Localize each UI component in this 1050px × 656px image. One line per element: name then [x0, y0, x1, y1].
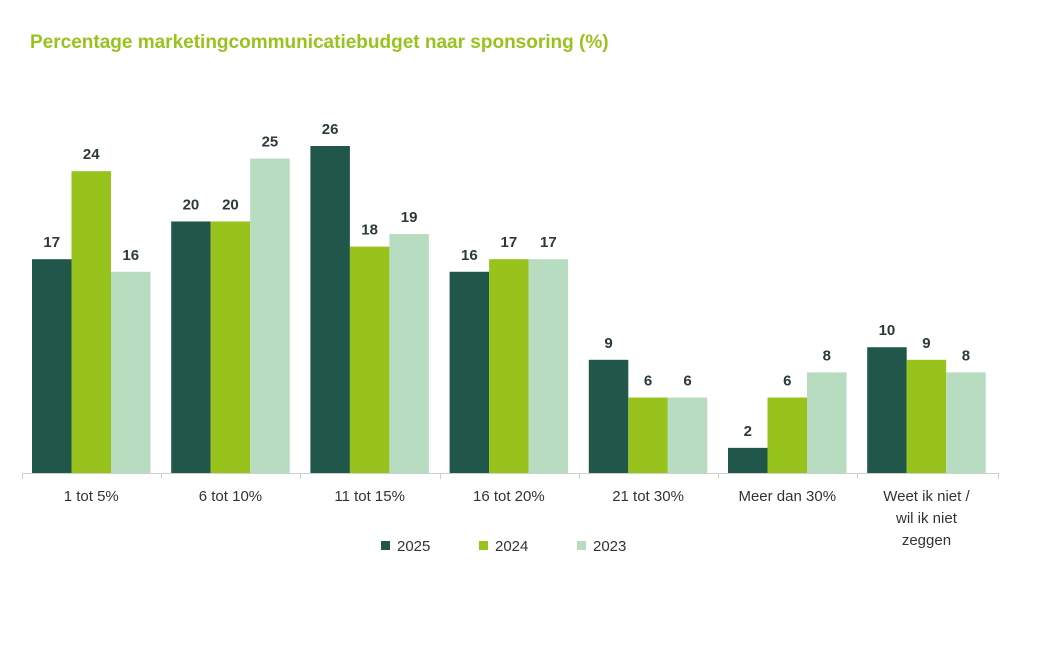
x-axis-ticks [22, 473, 999, 479]
data-label-2023-4: 17 [540, 234, 557, 251]
bar-2023-3 [389, 234, 429, 473]
bar-2023-7 [946, 372, 986, 473]
category-label-2: 6 tot 10% [199, 488, 262, 505]
legend-label-2024: 2024 [495, 538, 528, 555]
data-label-2025-1: 17 [43, 234, 60, 251]
legend-label-2023: 2023 [593, 538, 626, 555]
category-labels-group: 1 tot 5% 6 tot 10% 11 tot 15% 16 tot 20% 21 … [64, 488, 971, 549]
bar-2024-7 [906, 359, 947, 473]
legend-swatch-2025 [381, 541, 390, 550]
data-label-2024-3: 18 [361, 222, 378, 239]
chart-title: Percentage marketingcommunicatiebudget n… [30, 32, 609, 53]
legend-swatch-2024 [479, 541, 488, 550]
bar-2024-2 [210, 221, 251, 473]
legend-swatch-2023 [577, 541, 586, 550]
data-label-2024-1: 24 [83, 146, 100, 163]
category-label-1: 1 tot 5% [64, 488, 119, 505]
category-label-6: Meer dan 30% [738, 488, 836, 505]
data-label-2023-3: 19 [401, 209, 418, 226]
bar-2023-2 [250, 158, 290, 474]
category-label-3: 11 tot 15% [334, 488, 405, 505]
data-label-2024-7: 9 [922, 335, 930, 352]
bar-2023-4 [528, 259, 569, 473]
bar-2025-7 [867, 347, 907, 473]
legend-label-2025: 2025 [397, 538, 430, 555]
data-label-2025-4: 16 [461, 247, 478, 264]
bar-2023-5 [667, 397, 708, 473]
bar-2024-5 [628, 397, 668, 473]
data-label-2025-2: 20 [183, 196, 200, 213]
bar-2024-1 [71, 171, 111, 473]
bars-group [32, 146, 986, 474]
bar-2024-4 [489, 259, 529, 473]
bar-2025-6 [728, 447, 768, 473]
category-label-7: Weet ik niet / wil ik niet zeggen [883, 488, 970, 549]
data-label-2023-1: 16 [122, 247, 139, 264]
data-label-2023-6: 8 [823, 347, 831, 364]
category-label-5: 21 tot 30% [612, 488, 684, 505]
data-label-2025-3: 26 [322, 121, 339, 138]
data-label-2024-2: 20 [222, 196, 239, 213]
data-label-2025-6: 2 [744, 423, 752, 440]
bar-2025-4 [449, 271, 490, 473]
bar-2023-1 [111, 271, 151, 473]
data-label-2023-5: 6 [683, 373, 691, 390]
bar-2025-5 [588, 359, 629, 473]
data-label-2023-7: 8 [962, 347, 970, 364]
data-label-2024-4: 17 [501, 234, 518, 251]
bar-2025-1 [32, 259, 72, 473]
bar-2025-2 [171, 221, 211, 473]
legend: 2025 2024 2023 [381, 538, 626, 555]
data-label-2023-2: 25 [262, 134, 279, 151]
bar-2024-3 [349, 246, 390, 473]
bar-2025-3 [310, 146, 350, 473]
bar-2023-6 [807, 372, 847, 473]
data-label-2024-6: 6 [783, 373, 791, 390]
bar-2024-6 [767, 397, 807, 473]
data-label-2025-7: 10 [879, 322, 896, 339]
data-label-2025-5: 9 [604, 335, 612, 352]
category-label-4: 16 tot 20% [473, 488, 545, 505]
data-label-2024-5: 6 [644, 373, 652, 390]
